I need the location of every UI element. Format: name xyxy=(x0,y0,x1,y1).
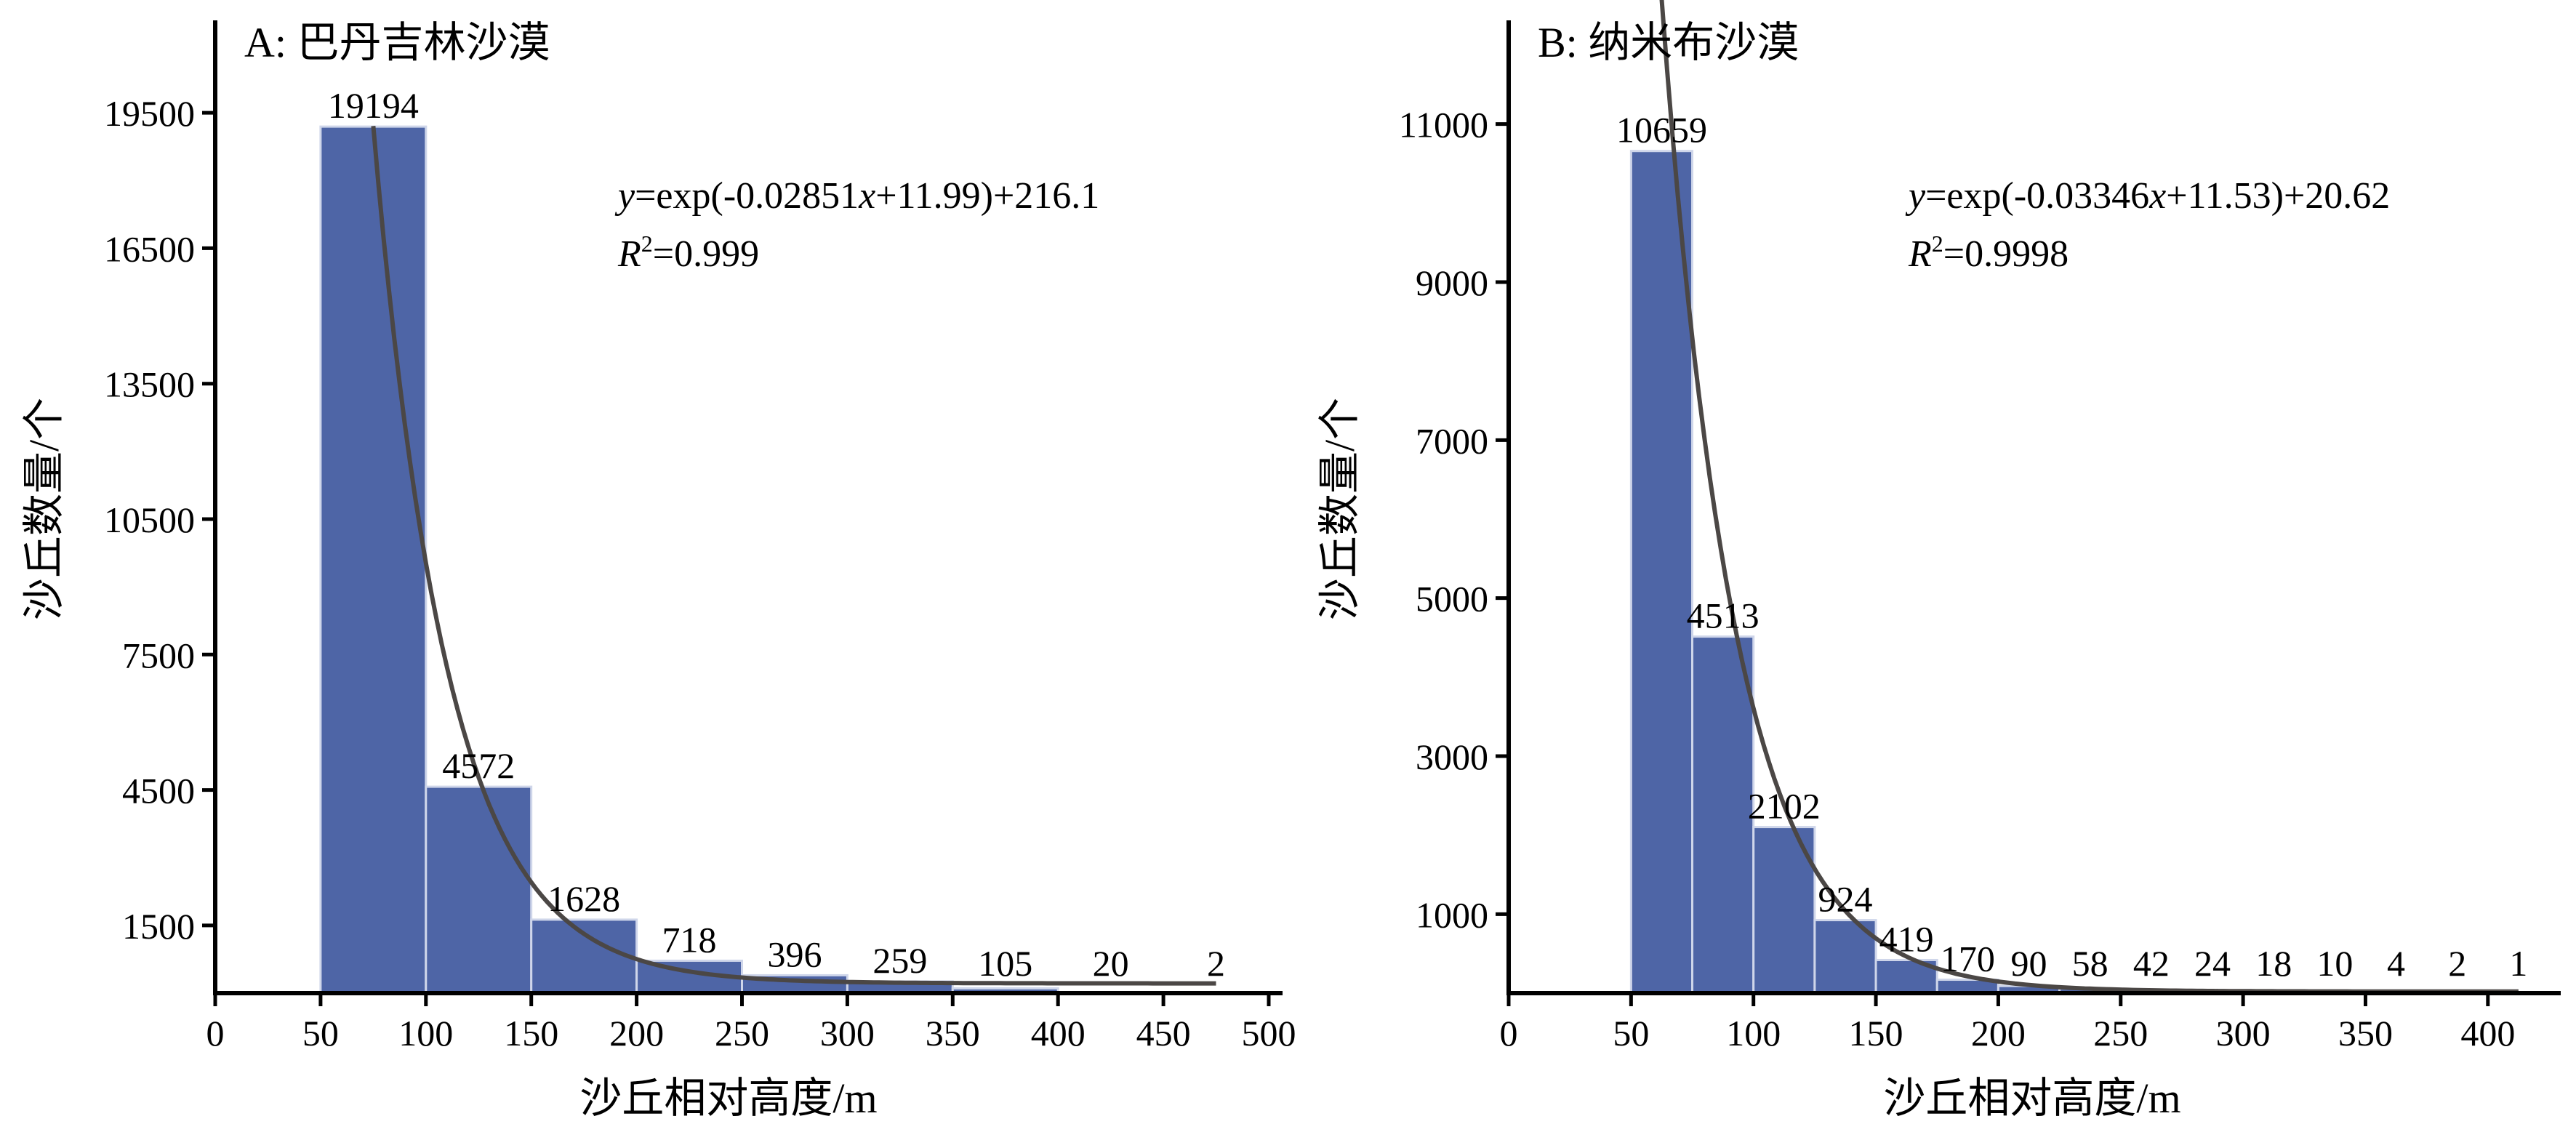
histogram-bar xyxy=(1691,635,1755,995)
x-tick-label: 500 xyxy=(1242,1013,1296,1053)
y-tick-label: 10500 xyxy=(104,499,195,540)
x-tick-label: 250 xyxy=(2093,1013,2148,1053)
bar-value-label: 1 xyxy=(2509,943,2527,984)
bar-value-label: 2102 xyxy=(1748,786,1821,827)
y-tick-label: 7000 xyxy=(1416,420,1488,461)
histogram-bar xyxy=(425,785,533,995)
bar-value-label: 1628 xyxy=(547,878,620,919)
x-tick-label: 300 xyxy=(820,1013,875,1053)
panel-b-title: B: 纳米布沙漠 xyxy=(1538,19,1799,66)
x-tick-label: 400 xyxy=(2460,1013,2515,1053)
x-tick-label: 50 xyxy=(302,1013,339,1053)
y-tick-label: 5000 xyxy=(1416,579,1488,619)
x-tick-label: 200 xyxy=(1971,1013,2026,1053)
y-tick-label: 4500 xyxy=(122,771,195,811)
x-tick-label: 0 xyxy=(1500,1013,1518,1053)
bar-value-label: 718 xyxy=(662,919,717,960)
bar-value-label: 4513 xyxy=(1687,595,1760,636)
y-tick-label: 3000 xyxy=(1416,736,1488,777)
panel-b-y-axis-label: 沙丘数量/个 xyxy=(1316,398,1363,620)
y-tick-label: 16500 xyxy=(104,228,195,269)
y-tick-label: 13500 xyxy=(104,364,195,405)
panel-b-x-ticks: 0 50 100 150 200 250 300 350 400 xyxy=(1500,993,2515,1053)
bar-value-label: 105 xyxy=(978,943,1032,984)
bar-value-label: 42 xyxy=(2133,943,2170,984)
panel-a-bars xyxy=(319,125,1270,995)
x-tick-label: 200 xyxy=(609,1013,664,1053)
panel-b-x-axis-label: 沙丘相对高度/m xyxy=(1883,1075,2180,1122)
y-tick-label: 11000 xyxy=(1399,105,1488,145)
y-tick-label: 7500 xyxy=(122,635,195,675)
panel-a-fit-equation: y=exp(-0.02851x+11.99)+216.1 xyxy=(614,175,1099,217)
bar-value-label: 170 xyxy=(1941,939,1995,979)
panel-b-y-ticks: 1000 3000 5000 7000 9000 11000 xyxy=(1399,105,1509,935)
x-tick-label: 450 xyxy=(1136,1013,1191,1053)
x-tick-label: 300 xyxy=(2216,1013,2271,1053)
panel-b-r-squared: R2=0.9998 xyxy=(1908,230,2069,275)
x-tick-label: 150 xyxy=(504,1013,558,1053)
y-tick-label: 19500 xyxy=(104,93,195,134)
bar-value-label: 24 xyxy=(2194,943,2231,984)
y-tick-label: 1500 xyxy=(122,906,195,947)
y-tick-label: 1000 xyxy=(1416,894,1488,935)
bar-value-label: 924 xyxy=(1818,879,1872,920)
x-tick-label: 350 xyxy=(2338,1013,2393,1053)
bar-value-label: 259 xyxy=(872,940,927,981)
bar-value-label: 4 xyxy=(2387,943,2405,984)
bar-value-label: 4572 xyxy=(442,745,515,786)
bar-value-label: 10659 xyxy=(1616,110,1707,150)
bar-value-label: 2 xyxy=(2448,943,2466,984)
panel-a-fit-curve xyxy=(371,126,1216,986)
x-tick-label: 150 xyxy=(1849,1013,1903,1053)
panel-a-x-ticks: 0 50 100 150 200 250 300 350 400 450 500 xyxy=(206,993,1296,1053)
panel-a-x-axis-label: 沙丘相对高度/m xyxy=(579,1075,877,1122)
x-tick-label: 400 xyxy=(1031,1013,1086,1053)
bar-value-label: 90 xyxy=(2011,943,2047,984)
panel-a-axes xyxy=(213,20,1283,995)
bar-value-label: 419 xyxy=(1879,918,1934,959)
panel-a-title: A: 巴丹吉林沙漠 xyxy=(244,19,550,66)
histogram-bar xyxy=(319,125,428,995)
x-tick-label: 100 xyxy=(398,1013,453,1053)
bar-value-label: 20 xyxy=(1093,943,1129,984)
panel-b-fit-equation: y=exp(-0.03346x+11.53)+20.62 xyxy=(1905,175,2390,217)
histogram-bar xyxy=(530,918,638,995)
x-tick-label: 50 xyxy=(1613,1013,1649,1053)
panel-a-y-axis-label: 沙丘数量/个 xyxy=(20,398,68,620)
bar-value-label: 10 xyxy=(2316,943,2353,984)
x-tick-label: 0 xyxy=(206,1013,225,1053)
x-tick-label: 250 xyxy=(715,1013,769,1053)
panel-a-bar-labels: 19194 4572 1628 718 396 259 105 20 2 xyxy=(328,85,1225,984)
panel-a-r-squared: R2=0.999 xyxy=(617,230,759,275)
histogram-bar xyxy=(1629,150,1694,995)
bar-value-label: 19194 xyxy=(328,85,419,126)
bar-value-label: 58 xyxy=(2072,943,2108,984)
bar-value-label: 18 xyxy=(2255,943,2292,984)
x-tick-label: 350 xyxy=(926,1013,980,1053)
bar-value-label: 396 xyxy=(767,934,822,974)
x-tick-label: 100 xyxy=(1726,1013,1781,1053)
panel-b-bars xyxy=(1629,150,2551,995)
panel-a-y-ticks: 1500 4500 7500 10500 13500 16500 19500 xyxy=(104,93,215,947)
y-tick-label: 9000 xyxy=(1416,262,1488,303)
bar-value-label: 2 xyxy=(1207,943,1225,984)
panel-b-axes xyxy=(1506,20,2561,995)
